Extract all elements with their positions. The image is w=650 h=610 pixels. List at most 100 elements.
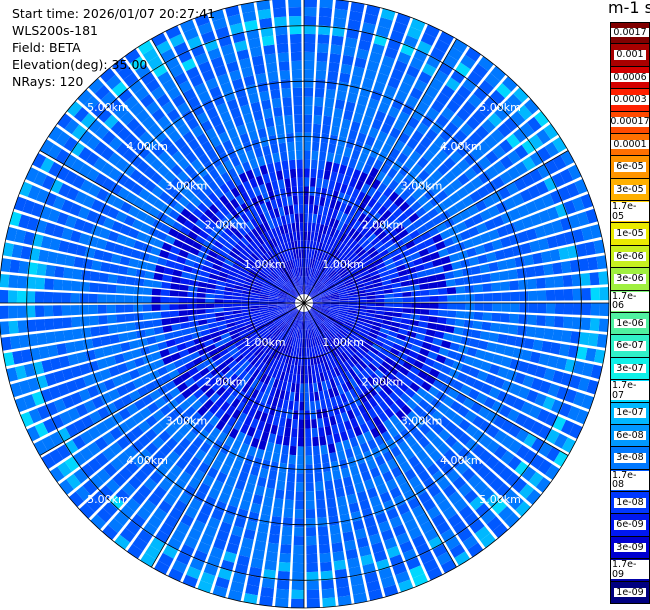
range-gate-cell <box>140 552 156 568</box>
range-gate-cell <box>561 437 576 453</box>
range-gate-cell <box>341 54 354 66</box>
range-gate-cell <box>172 375 184 387</box>
range-gate-cell <box>345 548 359 560</box>
range-gate-cell <box>359 252 369 261</box>
range-gate-cell <box>117 88 133 103</box>
range-gate-cell <box>79 503 95 519</box>
range-gate-cell <box>261 243 270 253</box>
range-gate-cell <box>288 400 294 411</box>
range-gate-cell <box>196 292 206 298</box>
range-gate-cell <box>324 341 331 351</box>
range-gate-cell <box>224 190 235 202</box>
range-gate-cell <box>326 152 335 163</box>
range-gate-cell <box>478 103 493 118</box>
range-gate-cell <box>164 216 176 227</box>
range-gate-cell <box>268 367 275 377</box>
range-gate-cell <box>468 256 480 266</box>
range-gate-cell <box>404 468 417 481</box>
range-gate-cell <box>361 143 372 155</box>
range-gate-cell <box>356 263 366 272</box>
range-gate-cell <box>282 399 289 410</box>
range-gate-cell <box>326 316 336 323</box>
range-gate-cell <box>298 419 304 429</box>
range-gate-cell <box>435 241 446 251</box>
colorbar-tick-label: 6e-09 <box>614 519 646 531</box>
range-gate-cell <box>204 39 219 52</box>
range-gate-cell <box>464 152 477 166</box>
range-gate-cell <box>142 304 152 312</box>
range-gate-cell <box>239 499 251 511</box>
range-gate-cell <box>546 446 561 462</box>
range-gate-cell <box>299 258 302 268</box>
range-gate-cell <box>277 570 290 581</box>
range-gate-cell <box>482 283 492 292</box>
range-gate-cell <box>314 472 323 483</box>
range-gate-cell <box>287 141 295 152</box>
range-gate-cell <box>352 243 361 252</box>
range-gate-cell <box>277 299 287 302</box>
range-gate-cell <box>237 95 249 107</box>
range-gate-cell <box>96 188 109 202</box>
range-gate-cell <box>339 298 349 301</box>
range-gate-cell <box>450 178 463 191</box>
range-gate-cell <box>472 415 485 428</box>
range-gate-cell <box>142 48 159 63</box>
range-gate-cell <box>502 76 518 92</box>
range-gate-cell <box>155 334 166 343</box>
range-gate-cell <box>9 335 21 350</box>
range-gate-cell <box>242 290 252 295</box>
range-gate-cell <box>312 436 319 447</box>
range-gate-cell <box>373 282 383 288</box>
range-gate-cell <box>139 346 151 356</box>
range-gate-cell <box>467 542 484 558</box>
range-gate-cell <box>109 263 120 274</box>
range-gate-cell <box>521 349 533 362</box>
range-gate-cell <box>451 92 466 107</box>
range-gate-cell <box>177 123 190 137</box>
range-gate-cell <box>127 331 138 341</box>
range-gate-cell <box>64 456 79 472</box>
range-gate-cell <box>331 209 339 219</box>
range-gate-cell <box>330 396 338 407</box>
range-gate-cell <box>90 514 106 530</box>
range-gate-cell <box>328 286 337 292</box>
range-gate-cell <box>34 422 49 438</box>
range-gate-cell <box>290 42 302 53</box>
range-gate-cell <box>384 356 395 366</box>
range-gate-cell <box>98 315 108 325</box>
range-gate-cell <box>451 427 465 440</box>
range-gate-cell <box>257 127 267 139</box>
range-gate-cell <box>520 242 532 255</box>
range-gate-cell <box>472 320 483 330</box>
range-gate-cell <box>546 429 560 445</box>
range-gate-cell <box>329 134 338 145</box>
range-gate-cell <box>259 136 269 147</box>
range-gate-cell <box>386 545 401 559</box>
range-gate-cell <box>169 33 185 48</box>
range-gate-cell <box>170 352 182 362</box>
range-gate-cell <box>440 383 452 395</box>
range-gate-cell <box>269 273 278 281</box>
range-gate-cell <box>169 387 181 398</box>
range-gate-cell <box>31 391 45 406</box>
range-gate-cell <box>286 382 292 392</box>
range-gate-cell <box>282 344 288 354</box>
range-gate-cell <box>154 264 165 274</box>
range-gate-cell <box>149 370 161 381</box>
range-gate-cell <box>235 194 245 206</box>
range-gate-cell <box>320 215 327 225</box>
range-gate-cell <box>312 445 320 456</box>
range-gate-cell <box>444 170 457 184</box>
colorbar-tick-label: 1e-08 <box>614 497 646 509</box>
range-gate-cell <box>543 328 554 340</box>
range-gate-cell <box>333 559 347 571</box>
range-gate-cell <box>109 441 123 456</box>
range-gate-cell <box>273 443 282 454</box>
range-gate-cell <box>275 489 285 500</box>
range-gate-cell <box>351 583 366 595</box>
range-gate-cell <box>367 438 378 450</box>
range-gate-cell <box>322 597 336 608</box>
range-gate-cell <box>286 300 296 303</box>
range-gate-cell <box>197 319 208 326</box>
